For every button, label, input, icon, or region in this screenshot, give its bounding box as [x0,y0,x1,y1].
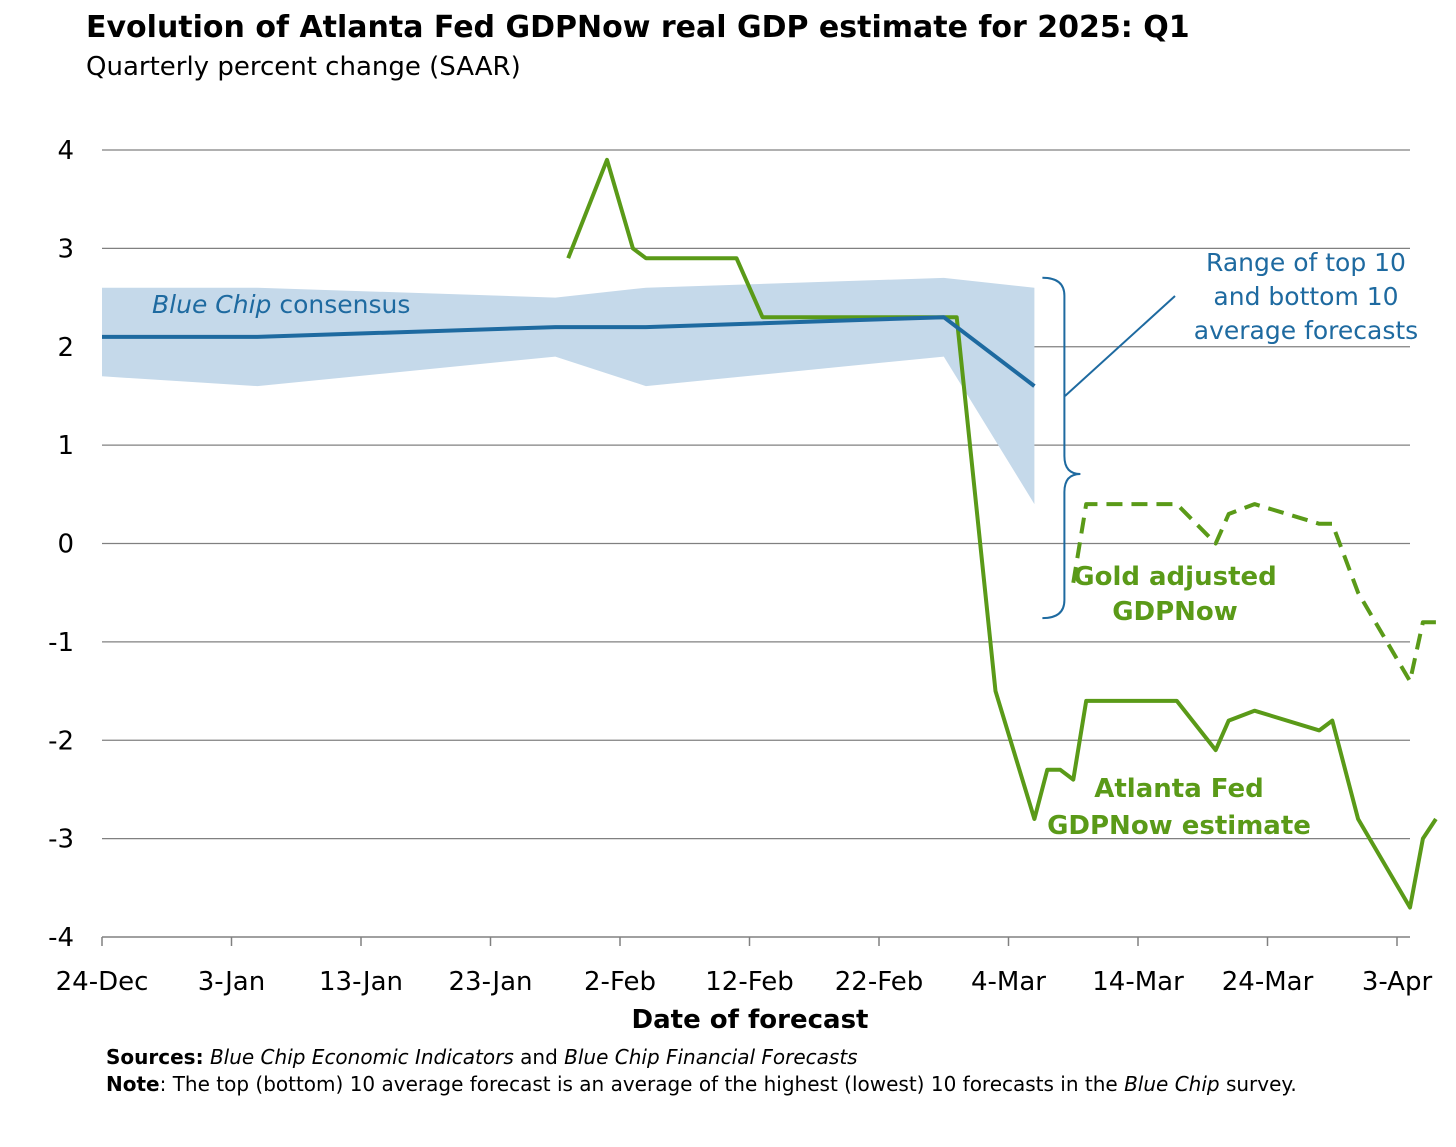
x-axis-label: Date of forecast [632,1005,869,1035]
gdp-chart: -4 -3 -2 -1 0 1 2 3 4 24-Dec 3-Jan 13-Jan 23-Jan 2-Fe… [48,136,1438,1035]
x-tick-label: 13-Jan [319,967,403,997]
range-pointer-line [1064,295,1176,397]
y-tick-label: -4 [48,923,74,953]
sources-line: Sources: Blue Chip Economic Indicators a… [106,1044,1406,1071]
sources-publication-1: Blue Chip Economic Indicators [209,1045,514,1069]
y-tick-label: 4 [57,136,74,166]
note-line: Note: The top (bottom) 10 average foreca… [106,1071,1406,1098]
series-layer [102,157,1438,910]
series-line-blue-chip-consensus [102,315,1036,388]
consensus-label-italic: Blue Chip [152,290,271,319]
x-tick-label: 4-Mar [971,967,1046,997]
series-line-gold-adjusted-gdpnow [1071,502,1436,684]
sources-publication-2: Blue Chip Financial Forecasts [564,1045,858,1069]
x-tick-label: 14-Mar [1092,967,1184,997]
x-tick-label: 12-Feb [705,967,794,997]
note-text-a: : The top (bottom) 10 average forecast i… [159,1072,1125,1096]
gold-label-line-2: GDPNow [1112,597,1238,627]
range-bracket [1042,276,1081,620]
note-text-b: survey. [1219,1072,1297,1096]
x-tick-label: 22-Feb [835,967,924,997]
chart-notes: Sources: Blue Chip Economic Indicators a… [106,1044,1406,1098]
tick-labels: -4 -3 -2 -1 0 1 2 3 4 24-Dec 3-Jan 13-Jan 23-Jan 2-Fe… [48,136,1432,997]
x-tick-label: 3-Jan [198,967,265,997]
consensus-label-rest: consensus [271,290,410,319]
x-tick-label: 2-Feb [584,967,656,997]
gdpnow-label-line-1: Atlanta Fed [1094,774,1264,804]
y-tick-label: -1 [48,628,74,658]
y-tick-label: 1 [57,431,74,461]
range-label-line-2: and bottom 10 [1213,282,1398,311]
y-tick-label: -2 [48,726,74,756]
y-tick-label: 0 [57,530,74,560]
x-tick-label: 24-Dec [56,967,149,997]
y-tick-label: -3 [48,825,74,855]
gdpnow-label-line-2: GDPNow estimate [1047,811,1311,841]
chart-subtitle: Quarterly percent change (SAAR) [86,52,521,82]
series-line-atlanta-fed-gdpnow-estimate [566,157,1438,910]
chart-title: Evolution of Atlanta Fed GDPNow real GDP… [86,10,1190,45]
gold-label-line-1: Gold adjusted [1073,562,1277,592]
consensus-label: Blue Chip consensus [152,290,410,319]
x-tick-label: 24-Mar [1222,967,1314,997]
sources-label: Sources: [106,1045,204,1069]
y-tick-label: 2 [57,333,74,363]
note-italic: Blue Chip [1124,1072,1220,1096]
x-tick-label: 23-Jan [449,967,533,997]
note-label: Note [106,1072,160,1096]
y-tick-label: 3 [57,234,74,264]
range-label-line-3: average forecasts [1194,316,1418,345]
x-tick-label: 3-Apr [1362,967,1433,997]
range-label-line-1: Range of top 10 [1206,248,1406,277]
sources-and: and [513,1045,565,1069]
x-axis [101,936,1410,946]
